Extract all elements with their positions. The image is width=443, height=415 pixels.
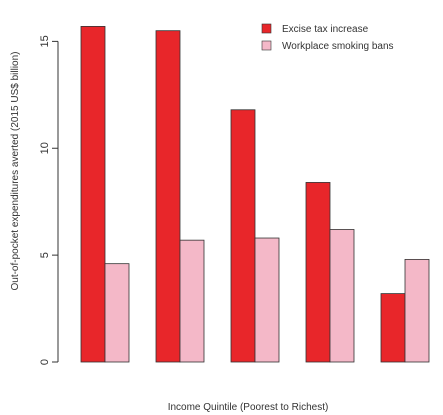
legend-swatch xyxy=(261,23,272,34)
bars xyxy=(80,26,430,363)
y-tick-label: 15 xyxy=(39,35,51,47)
y-tick-label: 5 xyxy=(39,252,51,258)
bar-excise-tax-q1 xyxy=(80,26,106,363)
bar-excise-tax-q2 xyxy=(155,30,181,363)
bar-smoking-bans-q2 xyxy=(179,239,205,363)
y-axis: 0 5 10 15 xyxy=(39,35,59,365)
bar-excise-tax-q4 xyxy=(305,182,331,363)
bar-smoking-bans-q3 xyxy=(254,237,280,363)
y-tick-label: 10 xyxy=(39,142,51,154)
legend-label: Excise tax increase xyxy=(282,24,369,35)
legend-swatch xyxy=(261,40,272,51)
bar-excise-tax-q5 xyxy=(380,293,406,363)
legend: Excise tax increase Workplace smoking ban… xyxy=(261,23,394,52)
bar-smoking-bans-q5 xyxy=(404,258,430,363)
bar-excise-tax-q3 xyxy=(230,109,256,363)
y-tick-label: 0 xyxy=(39,359,51,365)
x-axis-title: Income Quintile (Poorest to Richest) xyxy=(168,402,329,413)
legend-label: Workplace smoking bans xyxy=(282,41,394,52)
bar-smoking-bans-q1 xyxy=(104,263,130,363)
y-axis-title: Out-of-pocket expenditures averted (2015… xyxy=(10,51,21,290)
bar-smoking-bans-q4 xyxy=(329,229,355,363)
